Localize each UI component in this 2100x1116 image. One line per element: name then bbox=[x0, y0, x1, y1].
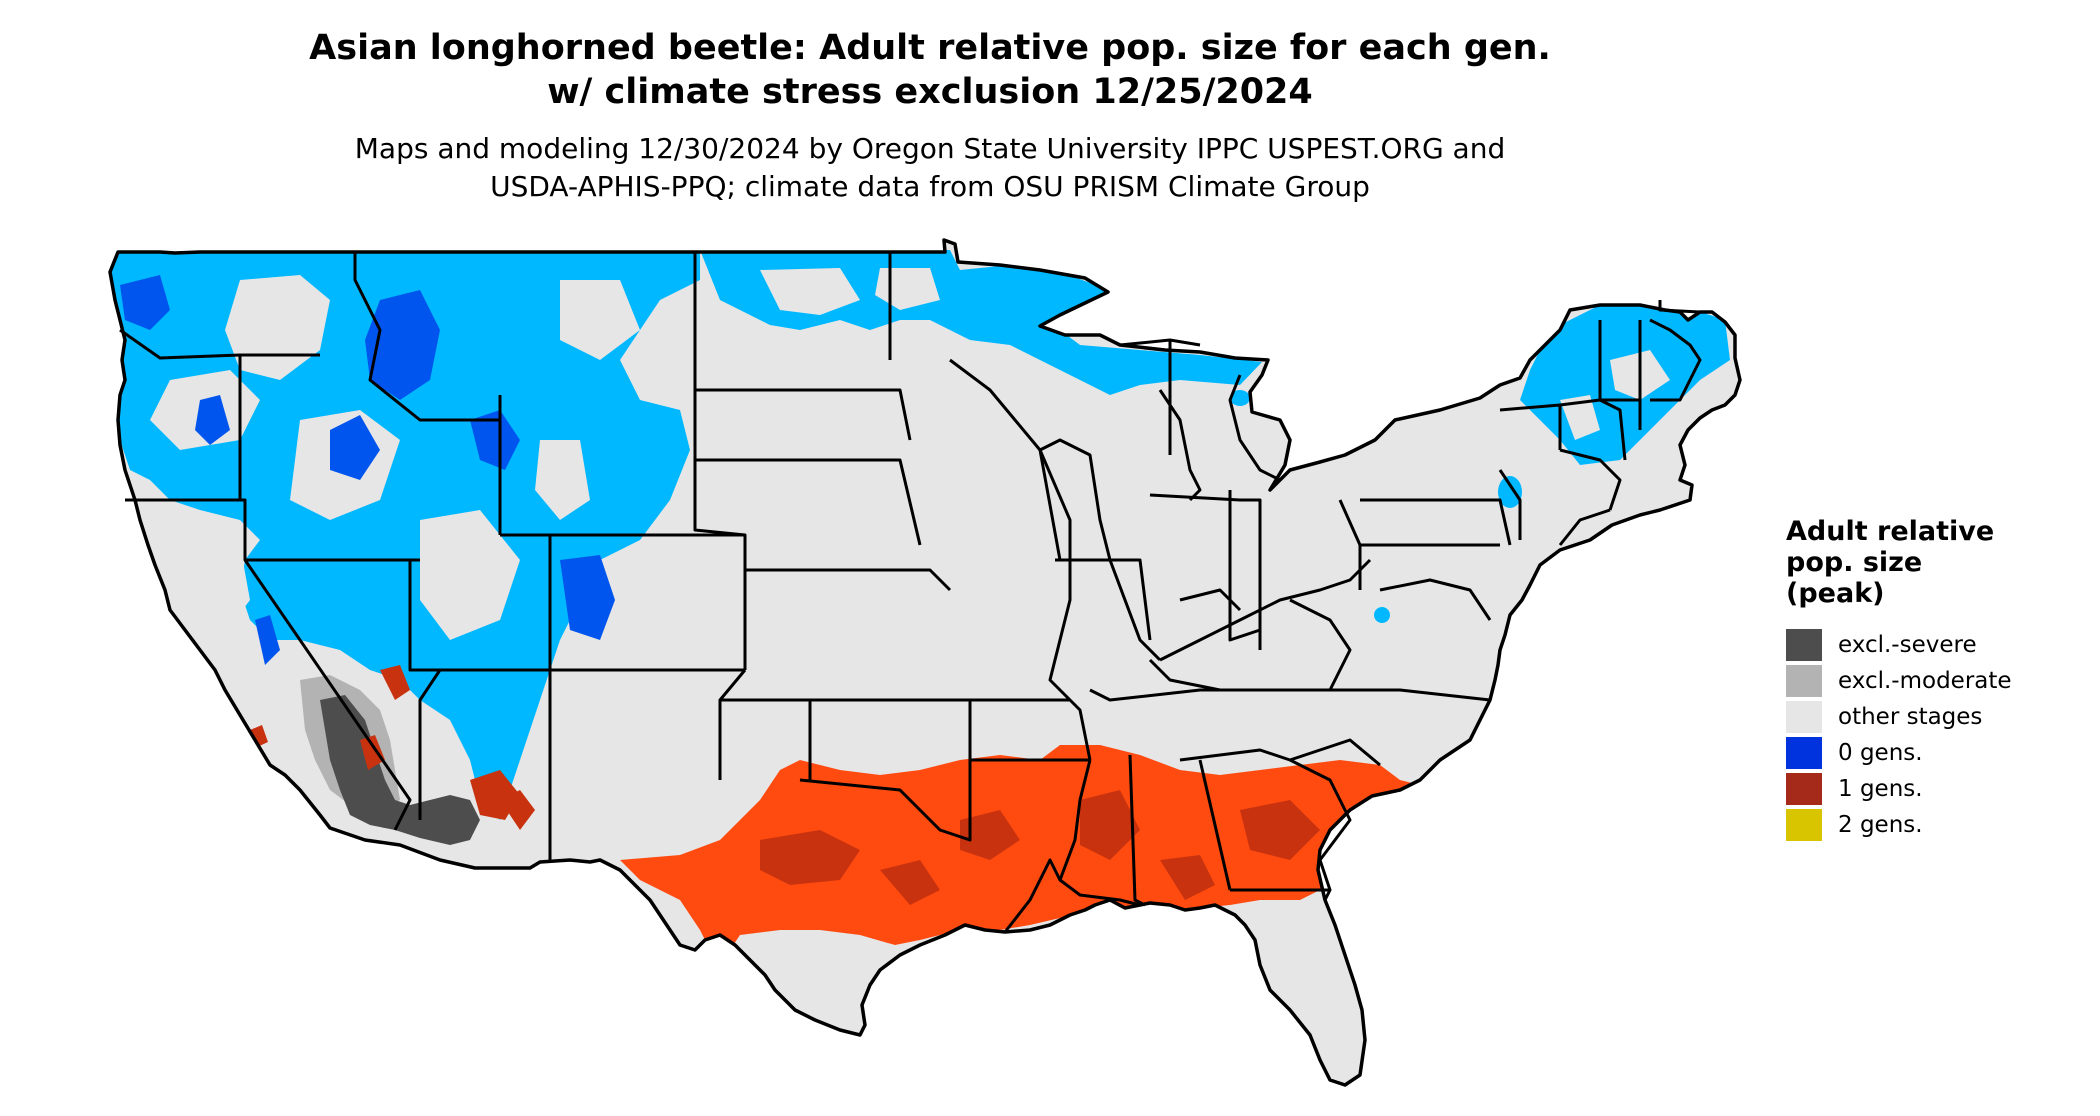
legend-label-excl-moderate: excl.-moderate bbox=[1838, 668, 2012, 694]
southwest-exclusion-severe bbox=[320, 695, 480, 845]
legend-label-excl-severe: excl.-severe bbox=[1838, 632, 1977, 658]
legend-label-1-gens: 1 gens. bbox=[1838, 776, 1923, 802]
legend-title: Adult relative pop. size (peak) bbox=[1786, 516, 2012, 609]
title-line-2: w/ climate stress exclusion 12/25/2024 bbox=[547, 72, 1313, 112]
map-fill-layers bbox=[110, 250, 1730, 965]
legend-item-excl-severe: excl.-severe bbox=[1786, 627, 2012, 663]
nw-dark-blue-areas bbox=[120, 275, 615, 665]
subtitle-line-2: USDA-APHIS-PPQ; climate data from OSU PR… bbox=[490, 170, 1370, 203]
legend-label-2-gens: 2 gens. bbox=[1838, 812, 1923, 838]
one-gen-dark-areas bbox=[760, 790, 1400, 905]
new-england-gray-gaps bbox=[1560, 350, 1670, 440]
legend-title-line-3: (peak) bbox=[1786, 578, 1885, 609]
legend-swatch-excl-severe bbox=[1786, 629, 1822, 661]
legend-swatch-0-gens bbox=[1786, 737, 1822, 769]
southern-one-gen-belt bbox=[620, 730, 1490, 965]
nw-gray-patches bbox=[150, 275, 640, 640]
legend-item-0-gens: 0 gens. bbox=[1786, 735, 2012, 771]
legend-label-other-stages: other stages bbox=[1838, 704, 1983, 730]
legend-item-1-gens: 1 gens. bbox=[1786, 771, 2012, 807]
legend-swatch-2-gens bbox=[1786, 809, 1822, 841]
title-line-1: Asian longhorned beetle: Adult relative … bbox=[309, 28, 1551, 68]
legend-swatch-1-gens bbox=[1786, 773, 1822, 805]
legend-label-0-gens: 0 gens. bbox=[1838, 740, 1923, 766]
map-title: Asian longhorned beetle: Adult relative … bbox=[0, 26, 1860, 114]
state-borders bbox=[108, 238, 1742, 1087]
legend-title-line-1: Adult relative bbox=[1786, 516, 1995, 547]
legend-item-other-stages: other stages bbox=[1786, 699, 2012, 735]
map-subtitle: Maps and modeling 12/30/2024 by Oregon S… bbox=[0, 130, 1860, 206]
us-map bbox=[108, 238, 1742, 1087]
legend-item-excl-moderate: excl.-moderate bbox=[1786, 663, 2012, 699]
legend-title-line-2: pop. size bbox=[1786, 547, 1923, 578]
subtitle-line-1: Maps and modeling 12/30/2024 by Oregon S… bbox=[354, 132, 1506, 165]
legend-item-2-gens: 2 gens. bbox=[1786, 807, 2012, 843]
legend-swatch-other-stages bbox=[1786, 701, 1822, 733]
northern-plains-gray-gaps bbox=[760, 268, 940, 315]
map-legend: Adult relative pop. size (peak) excl.-se… bbox=[1786, 516, 2012, 843]
appalachian-cold-spots bbox=[1230, 390, 1522, 623]
legend-swatch-excl-moderate bbox=[1786, 665, 1822, 697]
southwest-one-gen-fringe bbox=[250, 665, 535, 830]
